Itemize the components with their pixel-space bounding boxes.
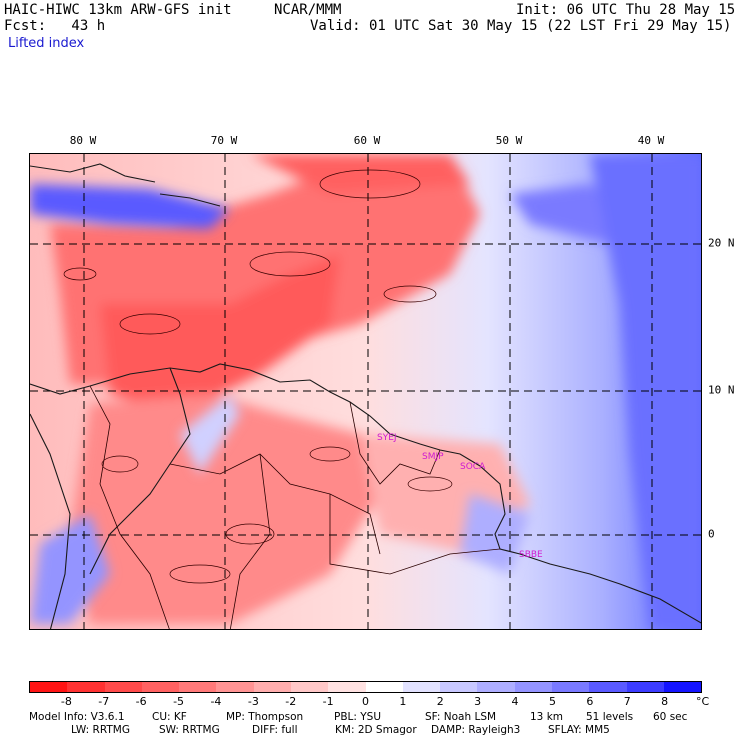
lifted-index-map: SYEJ SMJP SOCA SBBE <box>29 153 702 630</box>
colorbar-swatch <box>663 682 702 692</box>
model-title: HAIC-HIWC 13km ARW-GFS init <box>4 2 232 18</box>
colorbar-tick-label: -2 <box>285 695 297 708</box>
model-info-item: KM: 2D Smagor <box>335 724 417 736</box>
model-info-item: DAMP: Rayleigh3 <box>431 724 521 736</box>
colorbar-swatch <box>477 682 515 692</box>
colorbar-tick-label: 3 <box>474 695 482 708</box>
colorbar-swatch <box>551 682 590 692</box>
colorbar-tick-label: 2 <box>436 695 444 708</box>
colorbar-swatch <box>216 682 254 692</box>
colorbar-swatch <box>514 682 552 692</box>
lat-label: 20 N <box>708 236 735 250</box>
org-label: NCAR/MMM <box>274 2 342 18</box>
lon-label: 70 W <box>210 134 238 147</box>
colorbar-tick-label: -4 <box>210 695 222 708</box>
colorbar-tick-label: 0 <box>362 695 369 708</box>
colorbar <box>29 681 702 693</box>
colorbar-tick-label: 7 <box>623 695 631 708</box>
colorbar-tick-label: -6 <box>135 695 147 708</box>
model-info-item: MP: Thompson <box>226 711 304 723</box>
lat-label: 0 <box>708 527 715 541</box>
lon-label: 60 W <box>353 134 381 147</box>
colorbar-swatch <box>67 682 105 692</box>
model-info-item: LW: RRTMG <box>71 724 130 736</box>
colorbar-tick-label: -3 <box>247 695 259 708</box>
colorbar-swatch <box>290 682 329 692</box>
colorbar-tick-label: 5 <box>548 695 556 708</box>
colorbar-tick-label: 6 <box>586 695 594 708</box>
model-info-item: SW: RRTMG <box>159 724 220 736</box>
colorbar-tick-label: 8 <box>661 695 669 708</box>
valid-time: Valid: 01 UTC Sat 30 May 15 (22 LST Fri … <box>310 18 732 34</box>
colorbar-swatch <box>365 682 403 692</box>
model-info-item: PBL: YSU <box>334 711 382 723</box>
colorbar-tick-label: -7 <box>98 695 110 708</box>
colorbar-tick-label: -5 <box>173 695 185 708</box>
map-canvas <box>30 154 701 629</box>
model-info-item: Model Info: V3.6.1 <box>29 711 125 723</box>
model-info-item: 51 levels <box>586 711 634 723</box>
model-info-item: SFLAY: MM5 <box>548 724 610 736</box>
lon-label: 50 W <box>495 134 523 147</box>
colorbar-swatch <box>141 682 180 692</box>
colorbar-swatch <box>402 682 441 692</box>
station-label: SOCA <box>460 462 486 472</box>
colorbar-swatch <box>589 682 627 692</box>
lat-label: 10 N <box>708 383 735 397</box>
colorbar-swatch <box>179 682 217 692</box>
model-info-item: 60 sec <box>653 711 688 723</box>
model-info-item: CU: KF <box>152 711 187 723</box>
colorbar-swatch <box>30 682 68 692</box>
station-label: SBBE <box>519 550 543 560</box>
colorbar-tick-label: 1 <box>399 695 407 708</box>
colorbar-tick-label: 4 <box>511 695 519 708</box>
colorbar-swatch <box>253 682 291 692</box>
station-label: SMJP <box>422 452 444 462</box>
colorbar-swatch <box>626 682 664 692</box>
lon-label: 40 W <box>637 134 665 147</box>
colorbar-swatch <box>328 682 366 692</box>
model-info-item: 13 km <box>530 711 564 723</box>
model-info-item: DIFF: full <box>252 724 298 736</box>
model-info-item: SF: Noah LSM <box>425 711 497 723</box>
field-name: Lifted index <box>8 36 85 51</box>
lon-label: 80 W <box>69 134 97 147</box>
colorbar-unit: °C <box>696 695 710 708</box>
colorbar-tick-label: -8 <box>60 695 72 708</box>
forecast-hour: Fcst: 43 h <box>4 18 106 34</box>
colorbar-swatch <box>104 682 142 692</box>
colorbar-swatch <box>440 682 478 692</box>
colorbar-tick-label: -1 <box>322 695 334 708</box>
init-time: Init: 06 UTC Thu 28 May 15 <box>516 2 736 18</box>
station-label: SYEJ <box>377 433 397 443</box>
